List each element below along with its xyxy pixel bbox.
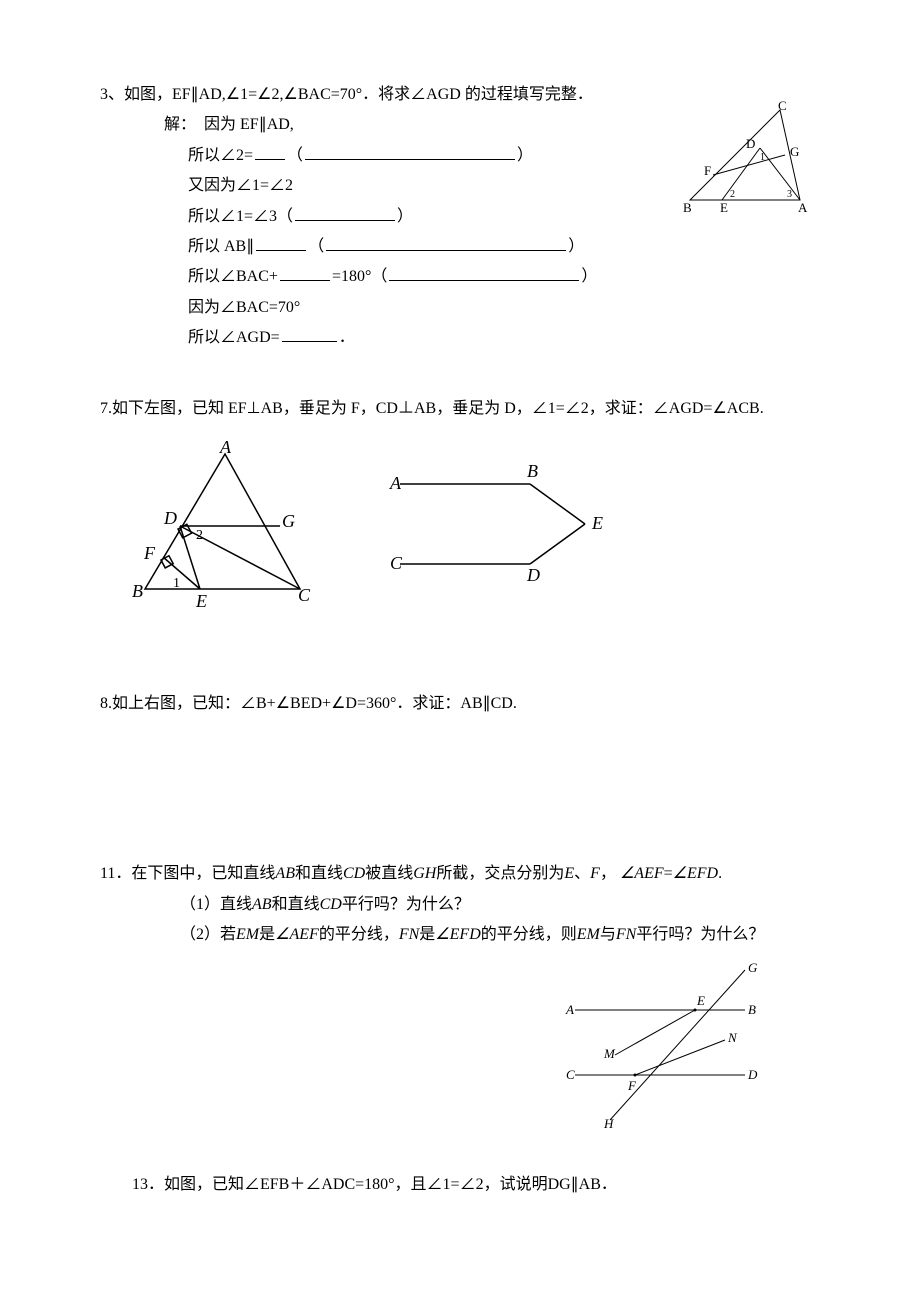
p3-line-8: 所以∠AGD=． <box>100 323 670 353</box>
p3-lead: 3、如图，EF∥AD,∠1=∠2,∠BAC=70°．将求∠AGD 的过程填写完整… <box>100 80 670 110</box>
p3-line-7: 因为∠BAC=70° <box>100 293 670 323</box>
svg-text:B: B <box>748 1002 756 1017</box>
p3-line-1: 解： 因为 EF∥AD, <box>100 110 670 140</box>
problem-7: 7.如下左图，已知 EF⊥AB，垂足为 F，CD⊥AB，垂足为 D，∠1=∠2，… <box>100 394 830 609</box>
p11-lead: 11．在下图中，已知直线AB和直线CD被直线GH所截，交点分别为E、F， ∠AE… <box>100 859 830 889</box>
svg-text:B: B <box>132 581 143 601</box>
svg-text:E: E <box>591 513 603 533</box>
svg-text:E: E <box>720 200 728 215</box>
svg-text:H: H <box>603 1116 614 1130</box>
problem-13: 13．如图，已知∠EFB＋∠ADC=180°，且∠1=∠2，试说明DG∥AB． <box>100 1170 830 1200</box>
problem-8: 8.如上右图，已知：∠B+∠BED+∠D=360°．求证：AB∥CD. <box>100 689 830 719</box>
transversal-figure: A B C D E F G H M N <box>560 960 770 1130</box>
svg-text:2: 2 <box>730 189 735 200</box>
svg-text:G: G <box>790 144 799 159</box>
problem-3-figure: C D G F B E A 1 2 3 <box>680 80 830 220</box>
p7-figure-right: A B C D E <box>380 459 620 589</box>
p11-q1: （1）直线AB和直线CD平行吗？为什么？ <box>100 890 830 920</box>
p3-line-6: 所以∠BAC+=180°（） <box>100 262 670 292</box>
svg-text:F: F <box>143 543 156 563</box>
svg-text:N: N <box>727 1030 738 1045</box>
svg-text:G: G <box>282 511 295 531</box>
p11-figure: A B C D E F G H M N <box>100 960 830 1130</box>
svg-text:D: D <box>163 508 177 528</box>
blank <box>280 263 330 282</box>
problem-3-text: 3、如图，EF∥AD,∠1=∠2,∠BAC=70°．将求∠AGD 的过程填写完整… <box>100 80 670 354</box>
svg-text:F: F <box>627 1078 637 1093</box>
svg-text:1: 1 <box>173 576 180 591</box>
p7-figure-left: A B C D E F G 1 2 <box>130 439 320 609</box>
svg-text:D: D <box>747 1067 758 1082</box>
svg-text:C: C <box>566 1067 575 1082</box>
triangle-figure-7: A B C D E F G 1 2 <box>130 439 320 609</box>
svg-text:2: 2 <box>196 528 203 543</box>
p3-line-5: 所以 AB∥（） <box>100 232 670 262</box>
blank <box>256 232 306 251</box>
blank <box>389 263 579 282</box>
svg-text:E: E <box>195 591 207 609</box>
p3-line-3: 又因为∠1=∠2 <box>100 171 670 201</box>
p8-text: 8.如上右图，已知：∠B+∠BED+∠D=360°．求证：AB∥CD. <box>100 689 830 719</box>
triangle-figure-3: C D G F B E A 1 2 3 <box>680 100 820 220</box>
blank <box>326 232 566 251</box>
problem-3: 3、如图，EF∥AD,∠1=∠2,∠BAC=70°．将求∠AGD 的过程填写完整… <box>100 80 830 354</box>
p13-text: 13．如图，已知∠EFB＋∠ADC=180°，且∠1=∠2，试说明DG∥AB． <box>132 1170 830 1200</box>
svg-text:F: F <box>704 163 711 178</box>
svg-text:1: 1 <box>760 152 765 163</box>
svg-text:A: A <box>565 1002 574 1017</box>
svg-text:D: D <box>746 136 755 151</box>
p3-line-4: 所以∠1=∠3（） <box>100 202 670 232</box>
svg-text:G: G <box>748 960 758 975</box>
svg-text:A: A <box>219 439 232 457</box>
blank <box>282 324 337 343</box>
svg-text:E: E <box>696 993 705 1008</box>
svg-text:M: M <box>603 1046 616 1061</box>
svg-text:B: B <box>683 200 692 215</box>
blank <box>295 202 395 221</box>
p7-text: 7.如下左图，已知 EF⊥AB，垂足为 F，CD⊥AB，垂足为 D，∠1=∠2，… <box>100 394 830 424</box>
svg-text:A: A <box>389 473 402 493</box>
svg-text:A: A <box>798 200 808 215</box>
p3-line-2: 所以∠2=（） <box>100 141 670 171</box>
hexagon-figure: A B C D E <box>380 459 620 589</box>
blank <box>255 141 285 160</box>
svg-text:C: C <box>778 100 787 113</box>
blank <box>305 141 515 160</box>
svg-text:3: 3 <box>787 189 792 200</box>
svg-text:C: C <box>390 553 403 573</box>
svg-text:C: C <box>298 585 311 605</box>
p11-q2: （2）若EM是∠AEF的平分线，FN是∠EFD的平分线，则EM与FN平行吗？为什… <box>100 920 830 950</box>
svg-text:D: D <box>526 565 540 585</box>
svg-text:B: B <box>527 461 538 481</box>
p7-figures: A B C D E F G 1 2 <box>130 439 830 609</box>
problem-11: 11．在下图中，已知直线AB和直线CD被直线GH所截，交点分别为E、F， ∠AE… <box>100 859 830 1130</box>
